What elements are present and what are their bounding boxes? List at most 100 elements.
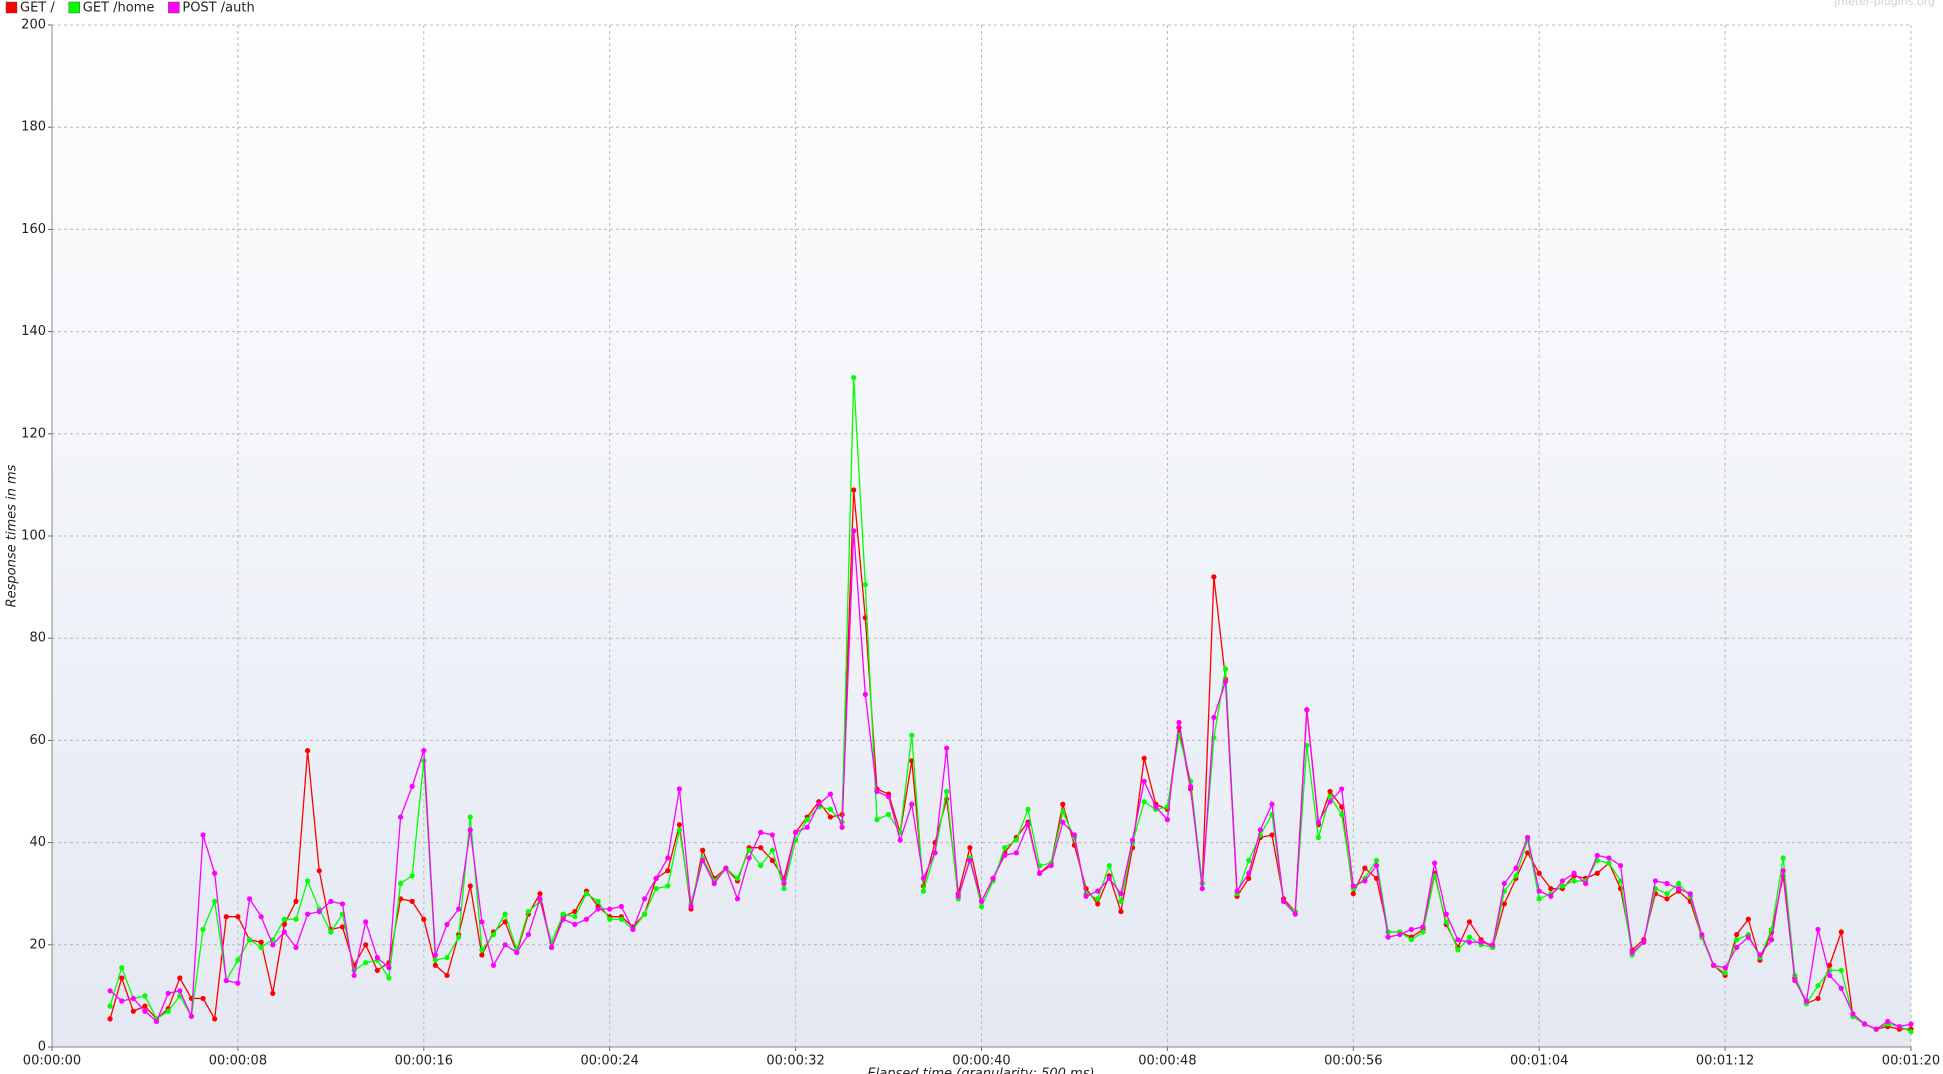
data-point: [328, 929, 334, 935]
data-point: [1002, 852, 1008, 858]
data-point: [618, 903, 624, 910]
y-tick-label: 0: [38, 1040, 46, 1055]
data-point: [862, 691, 868, 698]
data-point: [305, 911, 311, 917]
data-point: [885, 794, 892, 800]
data-point: [1466, 919, 1473, 925]
data-point: [1478, 939, 1484, 945]
data-point: [1571, 870, 1577, 876]
data-point: [142, 1003, 148, 1009]
data-point: [1745, 934, 1751, 940]
data-point: [363, 960, 369, 966]
y-tick-label: 60: [29, 733, 46, 748]
data-point: [1664, 891, 1670, 897]
y-tick-label: 140: [21, 324, 46, 339]
data-point: [1292, 911, 1298, 917]
data-point: [1803, 998, 1810, 1004]
data-point: [409, 873, 415, 879]
data-point: [200, 995, 206, 1002]
x-tick-label: 00:01:12: [1696, 1054, 1754, 1069]
data-point: [874, 817, 880, 823]
data-point: [1908, 1029, 1914, 1035]
data-point: [1629, 949, 1635, 956]
data-point: [490, 962, 497, 968]
data-point: [502, 911, 508, 917]
data-point: [1583, 880, 1589, 887]
data-point: [1234, 888, 1240, 894]
data-point: [1432, 873, 1438, 879]
data-point: [153, 1018, 160, 1025]
data-point: [781, 880, 787, 887]
data-point: [293, 916, 299, 922]
data-point: [549, 944, 555, 950]
data-point: [967, 857, 973, 864]
data-point: [409, 898, 415, 904]
data-point: [1513, 865, 1519, 871]
data-point: [839, 824, 845, 830]
data-point: [1466, 939, 1473, 945]
data-point: [1385, 934, 1391, 940]
data-point: [142, 993, 148, 999]
data-point: [665, 855, 671, 861]
data-point: [1548, 893, 1554, 899]
data-point: [827, 814, 834, 820]
y-tick-label: 160: [21, 222, 46, 237]
data-point: [1199, 885, 1205, 892]
data-point: [107, 988, 113, 994]
data-point: [1304, 707, 1310, 713]
data-point: [827, 806, 834, 812]
data-point: [734, 875, 741, 881]
x-axis-label: Elapsed time (granularity: 500 ms): [867, 1067, 1094, 1074]
data-point: [758, 829, 764, 835]
data-point: [1896, 1023, 1902, 1030]
data-point: [1641, 939, 1647, 945]
data-point: [1315, 834, 1322, 841]
data-point: [1710, 962, 1717, 968]
data-point: [1339, 811, 1345, 818]
data-point: [676, 822, 683, 828]
data-point: [1676, 880, 1682, 887]
data-point: [1780, 855, 1786, 861]
data-point: [1048, 862, 1054, 869]
data-point: [1408, 926, 1414, 933]
data-point: [804, 824, 810, 830]
data-point: [339, 901, 346, 907]
data-point: [258, 914, 264, 920]
data-point: [1734, 937, 1740, 943]
data-point: [1246, 875, 1252, 881]
data-point: [955, 893, 961, 899]
data-point: [1327, 788, 1333, 795]
data-point: [119, 975, 125, 981]
data-point: [1536, 888, 1542, 894]
legend-label: GET /: [20, 1, 55, 16]
y-tick-label: 80: [29, 631, 46, 646]
data-point: [688, 903, 694, 910]
data-point: [1350, 883, 1356, 889]
data-point: [397, 880, 404, 887]
y-tick-label: 100: [21, 529, 46, 544]
data-point: [456, 906, 462, 912]
data-point: [932, 850, 938, 856]
data-point: [1315, 819, 1322, 825]
data-point: [1257, 827, 1263, 833]
data-point: [188, 1013, 195, 1019]
data-point: [1118, 891, 1124, 897]
data-point: [746, 855, 752, 861]
data-point: [1745, 916, 1751, 922]
data-point: [223, 914, 229, 920]
data-point: [1490, 942, 1496, 948]
data-point: [1129, 837, 1136, 843]
data-point: [723, 865, 729, 871]
data-point: [1548, 885, 1554, 892]
data-point: [781, 885, 787, 892]
data-point: [1420, 924, 1426, 930]
data-point: [212, 870, 218, 876]
legend-swatch: [5, 1, 18, 14]
data-point: [641, 911, 648, 917]
data-point: [1885, 1018, 1891, 1025]
data-point: [851, 374, 857, 381]
data-point: [1141, 778, 1147, 784]
data-point: [1373, 857, 1380, 864]
data-point: [1164, 817, 1170, 823]
